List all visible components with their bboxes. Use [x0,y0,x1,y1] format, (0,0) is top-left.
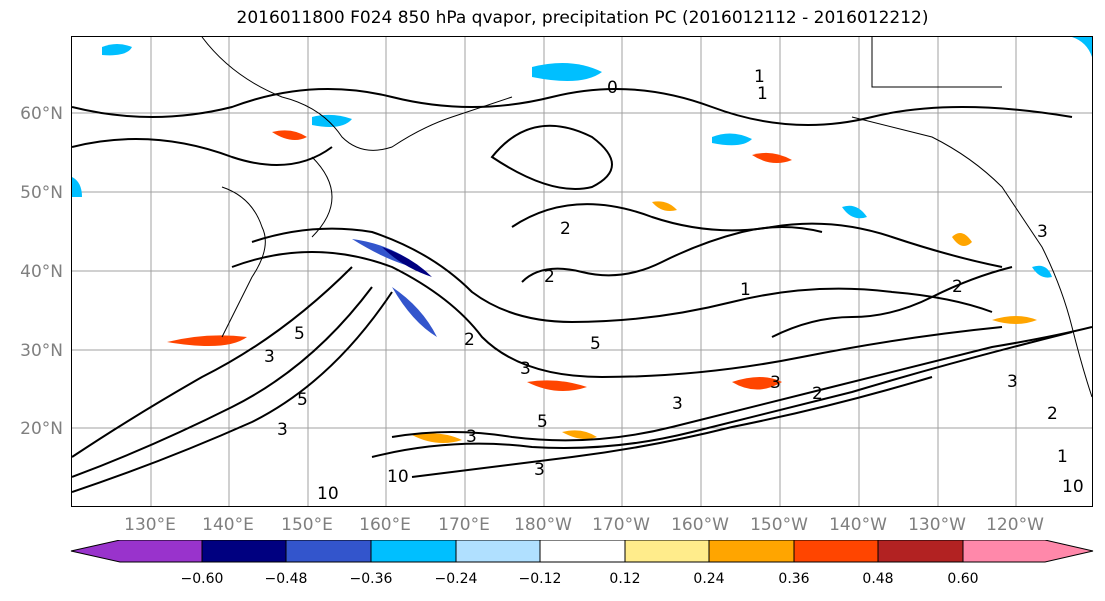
colorbar [70,540,1094,563]
contour-label: 3 [277,420,288,440]
contour-label: 3 [264,347,275,367]
contour-label: 3 [770,373,781,393]
colorbar-tick-label: 0.36 [778,571,810,587]
contour-label: 3 [534,460,545,480]
map-title: 2016011800 F024 850 hPa qvapor, precipit… [236,8,929,28]
contour-label: 1 [1057,447,1068,467]
contour-label: 5 [537,412,548,432]
colorbar-segment [794,540,878,562]
contour-label: 5 [297,390,308,410]
contour-label: 3 [1037,222,1048,242]
contour-label: 5 [590,334,601,354]
map-svg: 1 1 0 2 2 1 5 3 3 5 2 3 5 3 3 3 10 10 2 … [72,37,1092,506]
contour-label: 3 [520,359,531,379]
coastlines [201,37,1092,398]
colorbar-outline [70,540,1094,563]
colorbar-segment [202,540,286,562]
contour-label: 1 [757,84,768,104]
lon-label-140e: 140°E [202,515,254,535]
colorbar-segment [456,540,540,562]
colorbar-segments [70,540,1094,563]
lat-label-20n: 20°N [20,419,63,439]
colorbar-tick-label: −0.36 [349,571,393,587]
colorbar-tick-label: 0.48 [862,571,894,587]
contour-label: 10 [1062,477,1084,497]
colorbar-tick-label: 0.12 [609,571,641,587]
lon-label-150w: 150°W [750,515,808,535]
contour-label: 3 [466,427,477,447]
colorbar-tick-label: −0.60 [180,571,224,587]
map-panel: 1 1 0 2 2 1 5 3 3 5 2 3 5 3 3 3 10 10 2 … [71,36,1093,507]
contour-label: 2 [560,219,571,239]
lat-label-60n: 60°N [20,104,63,124]
colorbar-segment [71,540,202,562]
lon-label-160w: 160°W [671,515,729,535]
lat-label-40n: 40°N [20,262,63,282]
lon-label-120w: 120°W [986,515,1044,535]
contour-label: 0 [607,78,618,98]
contour-label: 3 [1007,372,1018,392]
contour-labels: 1 1 0 2 2 1 5 3 3 5 2 3 5 3 3 3 10 10 2 … [264,67,1084,504]
contour-label: 2 [952,277,963,297]
colorbar-tick-label: −0.24 [434,571,478,587]
contour-label: 1 [754,67,765,87]
precip-patches [72,37,1092,444]
lat-label-50n: 50°N [20,183,63,203]
contour-label: 2 [544,267,555,287]
qvapor-contours [72,88,1092,493]
lon-label-140w: 140°W [829,515,887,535]
contour-label: 2 [464,330,475,350]
contour-label: 5 [294,324,305,344]
lon-label-130w: 130°W [908,515,966,535]
lon-label-180w: 180°W [514,515,572,535]
contour-label: 10 [387,467,409,487]
colorbar-ticks [201,540,964,562]
lon-label-170w: 170°W [592,515,650,535]
contour-label: 2 [1047,404,1058,424]
colorbar-segment [371,540,456,562]
colorbar-tick-label: −0.12 [518,571,562,587]
contour-label: 10 [317,484,339,504]
lat-label-30n: 30°N [20,341,63,361]
colorbar-segment [709,540,794,562]
colorbar-tick-label: 0.60 [947,571,979,587]
lon-label-150e: 150°E [281,515,333,535]
colorbar-segment [625,540,709,562]
colorbar-segment [286,540,371,562]
colorbar-tick-label: −0.48 [264,571,308,587]
lon-label-130e: 130°E [124,515,176,535]
colorbar-tick-label: 0.24 [693,571,725,587]
lon-label-170e: 170°E [438,515,490,535]
lon-label-160e: 160°E [359,515,411,535]
contour-label: 2 [812,384,823,404]
colorbar-segment [963,540,1093,562]
contour-label: 3 [672,394,683,414]
colorbar-segment [878,540,963,562]
colorbar-segment [540,540,625,562]
contour-label: 1 [740,280,751,300]
